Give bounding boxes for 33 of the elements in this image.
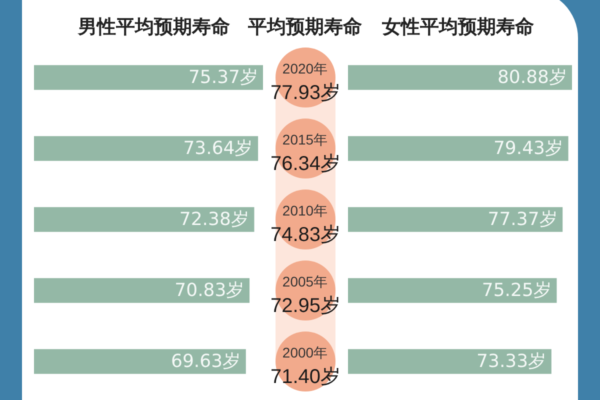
bar bbox=[348, 349, 552, 374]
y-tick-label: 2010年 bbox=[282, 202, 328, 218]
y-tick-label: 2020年 bbox=[282, 60, 328, 76]
bar bbox=[348, 65, 572, 90]
y-tick-label: 2005年 bbox=[282, 273, 328, 290]
bar bbox=[34, 65, 263, 90]
bar bbox=[34, 278, 250, 303]
bar bbox=[348, 278, 557, 303]
data-label: 79.43岁 bbox=[493, 138, 563, 160]
y-tick-label: 2000年 bbox=[282, 344, 328, 360]
data-label: 75.25岁 bbox=[482, 280, 552, 302]
bar bbox=[34, 349, 246, 374]
data-label: 71.40岁 bbox=[270, 366, 341, 388]
data-label: 75.37岁 bbox=[188, 67, 258, 88]
y-tick-label: 2015年 bbox=[282, 131, 328, 148]
data-label: 77.37岁 bbox=[488, 209, 558, 230]
data-label: 72.38岁 bbox=[179, 209, 249, 230]
bar bbox=[34, 136, 258, 161]
data-label: 69.63岁 bbox=[171, 351, 241, 372]
chart-title: 女性平均预期寿命 bbox=[382, 15, 534, 39]
data-label: 70.83岁 bbox=[174, 280, 244, 302]
data-label: 72.95岁 bbox=[270, 295, 341, 318]
data-label: 74.83岁 bbox=[270, 224, 341, 246]
data-label: 73.64岁 bbox=[183, 138, 253, 160]
data-label: 80.88岁 bbox=[497, 67, 567, 88]
chart-title: 男性平均预期寿命 bbox=[78, 15, 230, 39]
text: 平均预期寿命 bbox=[248, 15, 362, 39]
data-label: 77.93岁 bbox=[270, 82, 341, 104]
bar bbox=[348, 207, 563, 232]
bar bbox=[34, 207, 254, 232]
data-label: 73.33岁 bbox=[476, 351, 546, 372]
bar bbox=[348, 136, 568, 161]
data-label: 76.34岁 bbox=[270, 153, 341, 176]
